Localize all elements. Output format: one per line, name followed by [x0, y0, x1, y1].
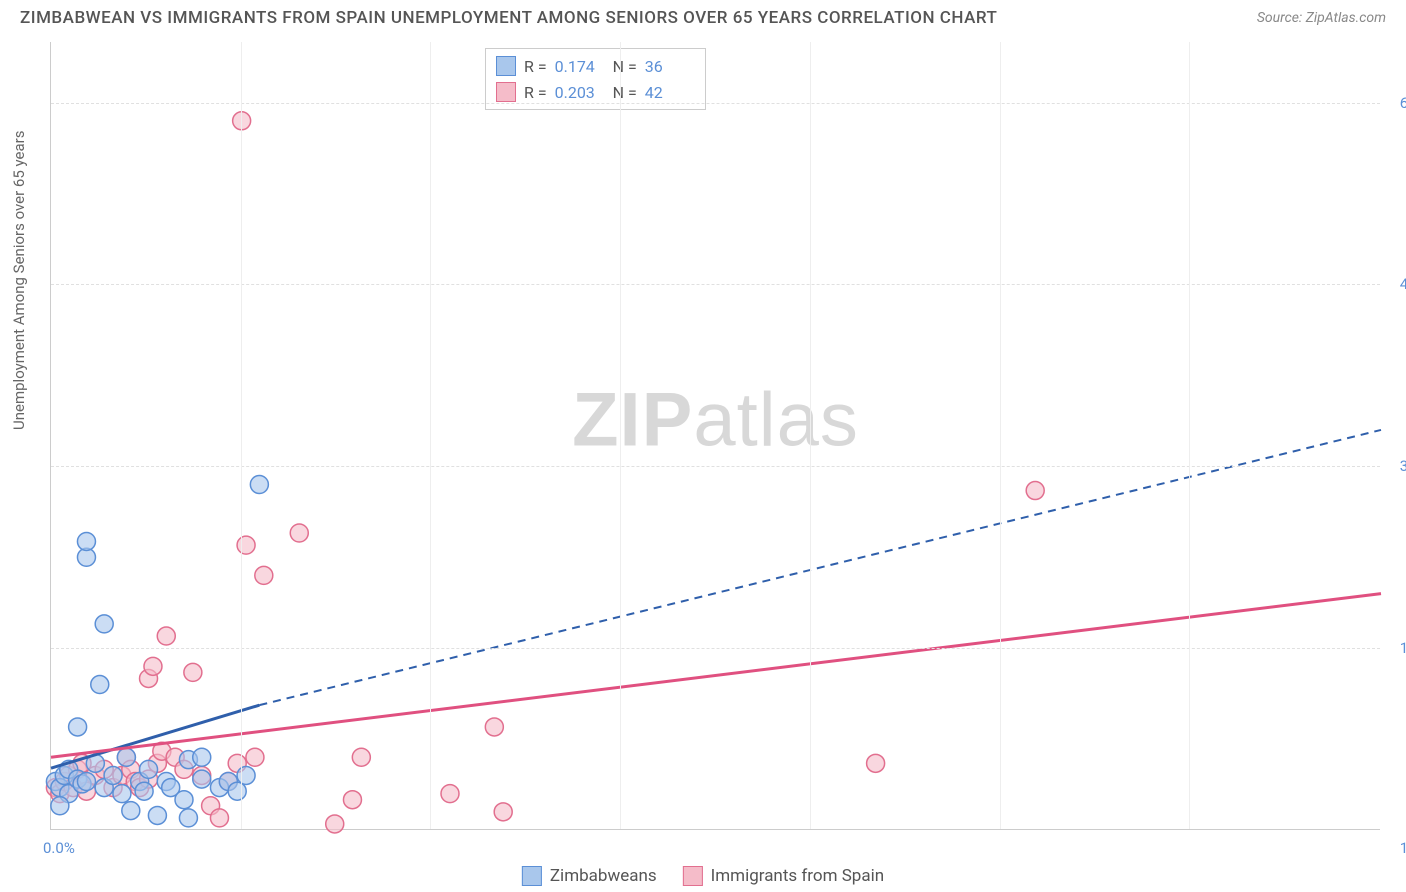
swatch-series-a: [522, 866, 542, 886]
data-point: [290, 524, 308, 542]
data-point: [95, 615, 113, 633]
data-point: [343, 791, 361, 809]
data-point: [104, 766, 122, 784]
data-point: [255, 566, 273, 584]
legend-label: Zimbabweans: [550, 866, 657, 886]
swatch-series-b: [683, 866, 703, 886]
data-point: [210, 809, 228, 827]
trend-line: [51, 594, 1381, 758]
data-point: [867, 754, 885, 772]
data-point: [113, 785, 131, 803]
y-tick-label: 60.0%: [1400, 94, 1406, 112]
data-point: [144, 657, 162, 675]
data-point: [140, 760, 158, 778]
data-point: [135, 782, 153, 800]
data-point: [117, 748, 135, 766]
data-point: [494, 803, 512, 821]
data-point: [1026, 482, 1044, 500]
data-point: [91, 676, 109, 694]
x-tick-label: 15.0%: [1400, 839, 1406, 857]
data-point: [193, 770, 211, 788]
x-tick-label: 0.0%: [43, 839, 75, 857]
data-point: [228, 782, 246, 800]
data-point: [246, 748, 264, 766]
data-point: [179, 809, 197, 827]
data-point: [175, 791, 193, 809]
source-attribution: Source: ZipAtlas.com: [1257, 10, 1386, 26]
data-point: [148, 806, 166, 824]
legend-label: Immigrants from Spain: [711, 866, 884, 886]
y-tick-label: 30.0%: [1400, 457, 1406, 475]
chart-plot-area: ZIPatlas R = 0.174 N = 36 R = 0.203 N = …: [50, 42, 1380, 830]
y-tick-label: 15.0%: [1400, 639, 1406, 657]
scatter-svg: [51, 42, 1380, 829]
data-point: [441, 785, 459, 803]
chart-title: ZIMBABWEAN VS IMMIGRANTS FROM SPAIN UNEM…: [20, 8, 997, 28]
data-point: [157, 627, 175, 645]
data-point: [77, 773, 95, 791]
data-point: [77, 532, 95, 550]
data-point: [184, 663, 202, 681]
data-point: [69, 718, 87, 736]
legend-item-b: Immigrants from Spain: [683, 866, 884, 886]
data-point: [326, 815, 344, 833]
data-point: [485, 718, 503, 736]
data-point: [352, 748, 370, 766]
legend-item-a: Zimbabweans: [522, 866, 657, 886]
y-axis-label: Unemployment Among Seniors over 65 years: [10, 131, 28, 430]
data-point: [122, 802, 140, 820]
series-legend: Zimbabweans Immigrants from Spain: [522, 866, 884, 886]
y-tick-label: 45.0%: [1400, 275, 1406, 293]
data-point: [51, 797, 69, 815]
data-point: [193, 748, 211, 766]
data-point: [250, 475, 268, 493]
